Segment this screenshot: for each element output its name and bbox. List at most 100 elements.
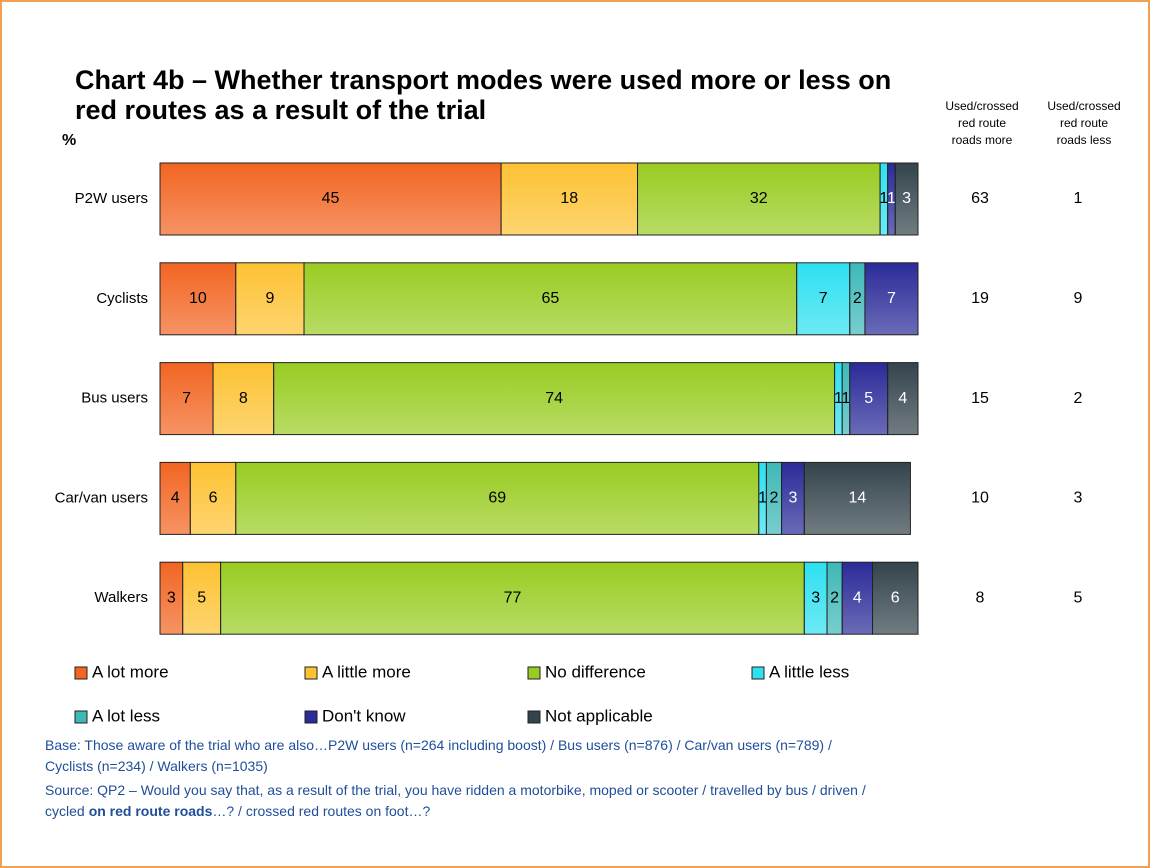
source-part: cycled bbox=[45, 803, 85, 819]
data-label: 4 bbox=[853, 589, 862, 606]
data-label: 1 bbox=[879, 190, 888, 207]
data-label: 5 bbox=[864, 390, 873, 407]
side-value: 15 bbox=[971, 390, 989, 407]
legend-label: No difference bbox=[545, 662, 646, 681]
source-part: …? / crossed red routes on foot…? bbox=[212, 803, 430, 819]
data-label: 7 bbox=[182, 390, 191, 407]
unit-label: % bbox=[62, 132, 76, 149]
legend-swatch bbox=[74, 710, 88, 724]
data-label: 2 bbox=[853, 290, 862, 307]
bar-segment bbox=[864, 262, 919, 336]
base-note: Cyclists (n=234) / Walkers (n=1035) bbox=[45, 758, 268, 774]
bar-segment bbox=[159, 362, 214, 436]
chart-title: red routes as a result of the trial bbox=[75, 95, 486, 125]
side-value: 8 bbox=[976, 589, 985, 606]
bar-segment bbox=[182, 561, 222, 635]
legend-label: A little less bbox=[769, 662, 849, 681]
data-label: 4 bbox=[171, 490, 180, 507]
y-tick-label: Car/van users bbox=[55, 489, 148, 506]
data-label: 1 bbox=[834, 390, 843, 407]
bar-segment bbox=[220, 561, 805, 635]
data-label: 3 bbox=[811, 589, 820, 606]
legend-label: A lot more bbox=[92, 662, 169, 681]
source-part: on red route roads bbox=[89, 803, 213, 819]
bar-segment bbox=[159, 461, 191, 535]
data-label: 3 bbox=[167, 589, 176, 606]
bar-segment bbox=[887, 362, 919, 436]
side-value: 3 bbox=[1074, 490, 1083, 507]
side-value: 63 bbox=[971, 190, 989, 207]
y-tick-label: Cyclists bbox=[96, 290, 148, 307]
data-label: 45 bbox=[322, 190, 340, 207]
bar-segment bbox=[235, 262, 305, 336]
data-label: 9 bbox=[265, 290, 274, 307]
side-value: 9 bbox=[1074, 290, 1083, 307]
bar-segment bbox=[796, 262, 851, 336]
bar-segment bbox=[189, 461, 237, 535]
data-label: 1 bbox=[887, 190, 896, 207]
chart-title: Chart 4b – Whether transport modes were … bbox=[75, 65, 891, 95]
data-label: 3 bbox=[902, 190, 911, 207]
data-label: 74 bbox=[545, 390, 563, 407]
data-label: 7 bbox=[887, 290, 896, 307]
data-label: 6 bbox=[209, 490, 218, 507]
side-value: 1 bbox=[1074, 190, 1083, 207]
column-header: roads less bbox=[1057, 133, 1112, 147]
data-label: 8 bbox=[239, 390, 248, 407]
data-label: 69 bbox=[488, 490, 506, 507]
column-header: red route bbox=[958, 116, 1006, 130]
bar-segment bbox=[273, 362, 836, 436]
data-label: 1 bbox=[842, 390, 851, 407]
bar-segment bbox=[159, 262, 237, 336]
legend-swatch bbox=[304, 710, 318, 724]
bar-segment bbox=[637, 162, 881, 236]
column-header: Used/crossed bbox=[945, 99, 1018, 113]
legend-swatch bbox=[304, 666, 318, 680]
source-note: Source: QP2 – Would you say that, as a r… bbox=[45, 782, 866, 798]
data-label: 6 bbox=[891, 589, 900, 606]
bar-segment bbox=[159, 162, 502, 236]
bar-segment bbox=[500, 162, 639, 236]
bar-segment bbox=[894, 162, 919, 236]
column-header: roads more bbox=[952, 133, 1013, 147]
data-label: 2 bbox=[770, 490, 779, 507]
data-label: 7 bbox=[819, 290, 828, 307]
legend-label: Not applicable bbox=[545, 706, 653, 725]
bar-segment bbox=[212, 362, 275, 436]
data-label: 2 bbox=[830, 589, 839, 606]
legend-swatch bbox=[527, 666, 541, 680]
column-header: red route bbox=[1060, 116, 1108, 130]
bar-segment bbox=[841, 561, 874, 635]
data-label: 4 bbox=[898, 390, 907, 407]
bar-segment bbox=[303, 262, 798, 336]
data-label: 77 bbox=[504, 589, 522, 606]
data-label: 10 bbox=[189, 290, 207, 307]
data-label: 1 bbox=[758, 490, 767, 507]
legend-label: Don't know bbox=[322, 706, 406, 725]
y-tick-label: Walkers bbox=[94, 589, 148, 606]
legend-swatch bbox=[527, 710, 541, 724]
base-note: Base: Those aware of the trial who are a… bbox=[45, 737, 832, 753]
y-tick-label: P2W users bbox=[75, 190, 148, 207]
legend-swatch bbox=[74, 666, 88, 680]
side-value: 10 bbox=[971, 490, 989, 507]
legend-swatch bbox=[751, 666, 765, 680]
side-value: 5 bbox=[1074, 589, 1083, 606]
data-label: 32 bbox=[750, 190, 768, 207]
bar-segment bbox=[235, 461, 760, 535]
data-label: 14 bbox=[848, 490, 866, 507]
side-value: 19 bbox=[971, 290, 989, 307]
legend-label: A little more bbox=[322, 662, 411, 681]
column-header: Used/crossed bbox=[1047, 99, 1120, 113]
bar-segment bbox=[803, 461, 911, 535]
data-label: 5 bbox=[197, 589, 206, 606]
bar-segment bbox=[872, 561, 919, 635]
data-label: 3 bbox=[788, 490, 797, 507]
data-label: 65 bbox=[541, 290, 559, 307]
data-label: 18 bbox=[560, 190, 578, 207]
legend-label: A lot less bbox=[92, 706, 160, 725]
source-note: cycled on red route roads…? / crossed red… bbox=[45, 803, 430, 819]
side-value: 2 bbox=[1074, 390, 1083, 407]
y-tick-label: Bus users bbox=[81, 390, 148, 407]
